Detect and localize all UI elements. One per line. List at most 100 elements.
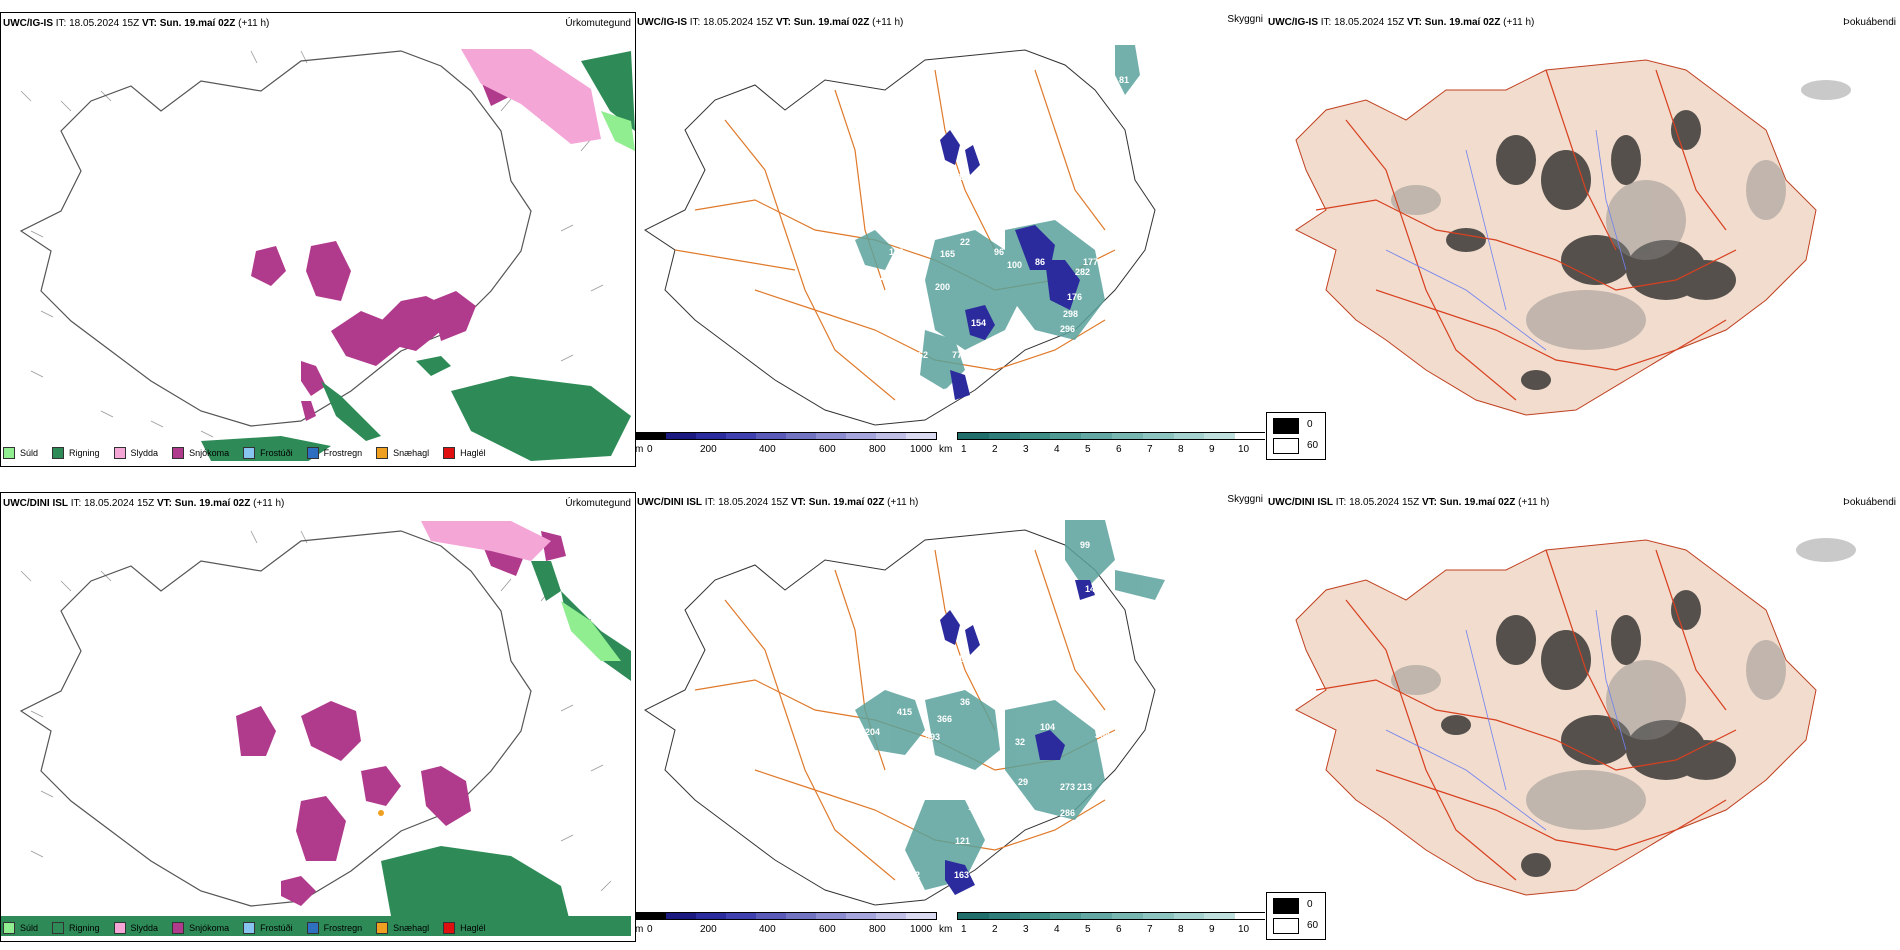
scale-step (1142, 913, 1174, 919)
scale-tick: 800 (869, 924, 886, 935)
visibility-value: 165 (940, 249, 956, 259)
scale-step (1081, 433, 1112, 439)
visibility-value: 176 (1067, 292, 1083, 302)
legend-item: Frostúði (243, 922, 293, 934)
scale-tick: 7 (1147, 444, 1153, 455)
fog-panel-top: UWC/IG-IS IT: 18.05.2024 15Z VT: Sun. 19… (1266, 12, 1900, 467)
fog-legend-swatch-high (1273, 898, 1299, 914)
meter-scale-bar (635, 432, 937, 440)
scale-step (1019, 913, 1051, 919)
visibility-value: 144 (1085, 584, 1101, 594)
scale-tick: 0 (647, 444, 653, 455)
scale-step (906, 433, 936, 439)
model-name: UWC/IG-IS (1268, 17, 1318, 28)
scale-tick: 10 (1238, 924, 1250, 935)
scale-step (726, 433, 756, 439)
legend-swatch (443, 922, 456, 934)
lead-time: (+11 h) (872, 17, 904, 28)
visibility-value: 204 (865, 727, 881, 737)
scale-step (1081, 913, 1112, 919)
legend-swatch (376, 922, 389, 934)
panel-header: UWC/DINI ISL IT: 18.05.2024 15Z VT: Sun.… (1268, 497, 1550, 508)
visibility-value: 154 (971, 318, 987, 328)
visibility-value: 12 (958, 172, 969, 182)
scale-tick: 4 (1054, 924, 1060, 935)
dark-visibility-areas (940, 580, 1095, 895)
visibility-value: 12 (1004, 330, 1015, 340)
scale-step (958, 433, 989, 439)
legend-swatch (243, 922, 256, 934)
visibility-map (644, 520, 1165, 906)
visibility-value: 200 (935, 282, 951, 292)
legend-swatch (3, 922, 15, 934)
visibility-value: 304 (1095, 730, 1111, 740)
valid-time: Sun. 19.maí 02Z (793, 17, 870, 28)
iceland-land (1295, 59, 1817, 416)
legend-item: Frostúði (243, 447, 293, 459)
panel-title: Þokuábendi (1843, 17, 1896, 28)
visibility-value: 213 (1077, 782, 1093, 792)
visibility-value: 273 (1060, 782, 1076, 792)
init-time: 18.05.2024 15Z (703, 17, 774, 28)
visibility-map (644, 45, 1156, 426)
scale-tick: 3 (1023, 444, 1029, 455)
panel-title: Skyggni (1227, 494, 1263, 505)
valid-time: Sun. 19.maí 02Z (1439, 497, 1516, 508)
road-network (1315, 549, 1737, 881)
scale-step (1235, 913, 1265, 919)
legend-swatch (376, 447, 389, 459)
fog-grey-areas (1391, 80, 1851, 350)
scale-step (1173, 433, 1205, 439)
visibility-value: 36 (960, 697, 971, 707)
road-network (1315, 69, 1737, 401)
scale-tick: 6 (1116, 924, 1122, 935)
rain-areas (201, 51, 635, 461)
iceland-outline (19, 530, 532, 907)
scale-step (786, 913, 816, 919)
scale-tick: 9 (1209, 924, 1215, 935)
legend-swatch (52, 922, 65, 934)
scale-tick: 5 (1085, 924, 1091, 935)
scale-step (988, 913, 1020, 919)
scale-unit-m: m (635, 924, 644, 935)
scale-step (696, 913, 726, 919)
panel-title: Þokuábendi (1843, 497, 1896, 508)
rivers (1385, 129, 1627, 351)
legend-item: Haglél (443, 922, 486, 934)
valid-time: Sun. 19.maí 02Z (808, 497, 885, 508)
model-name: UWC/DINI ISL (3, 498, 68, 509)
legend-item: Rigning (52, 447, 100, 459)
panel-header: UWC/IG-IS IT: 18.05.2024 15Z VT: Sun. 19… (1268, 17, 1535, 28)
drizzle-areas (561, 601, 621, 661)
panel-header: UWC/IG-IS IT: 18.05.2024 15Z VT: Sun. 19… (637, 17, 904, 28)
scale-step (1235, 433, 1265, 439)
scale-tick: 600 (819, 444, 836, 455)
init-time: 18.05.2024 15Z (1349, 497, 1420, 508)
visibility-value: 126 (875, 272, 891, 282)
legend-swatch (3, 447, 15, 459)
panel-header: UWC/IG-IS IT: 18.05.2024 15Z VT: Sun. 19… (3, 18, 270, 29)
precip-type-map (19, 49, 635, 461)
visibility-panel-top: UWC/IG-IS IT: 18.05.2024 15Z VT: Sun. 19… (635, 12, 1265, 467)
scale-step (1111, 913, 1143, 919)
scale-step (846, 433, 876, 439)
visibility-value: 86 (1035, 257, 1046, 267)
scale-tick: 6 (1116, 444, 1122, 455)
visibility-value: 121 (929, 177, 945, 187)
visibility-value: 100 (1007, 260, 1023, 270)
visibility-value: 162 (913, 350, 929, 360)
init-time: 18.05.2024 15Z (69, 18, 140, 29)
legend-item: Snæhagl (376, 447, 429, 459)
fog-grey-areas (1391, 538, 1856, 830)
scale-step (1050, 913, 1082, 919)
sleet-areas (461, 49, 601, 144)
visibility-value: 102 (905, 870, 921, 880)
legend-swatch (243, 447, 256, 459)
visibility-value: 116 (889, 247, 904, 257)
scale-step (958, 913, 989, 919)
scale-tick: 1 (961, 444, 967, 455)
iceland-outline (644, 49, 1156, 426)
snow-areas (236, 531, 566, 906)
visibility-value: 121 (955, 836, 971, 846)
scale-step (846, 913, 876, 919)
